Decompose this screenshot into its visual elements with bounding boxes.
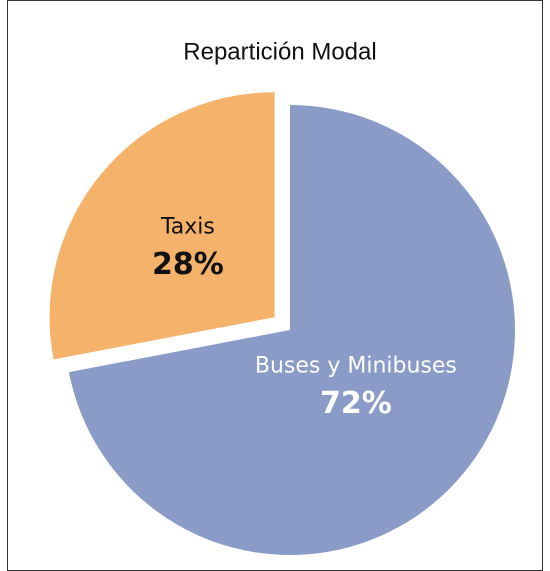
chart-title: Repartición Modal bbox=[183, 38, 376, 65]
slice-label: Buses y Minibuses bbox=[255, 353, 457, 378]
slice-label: Taxis bbox=[160, 215, 215, 240]
pie-slice bbox=[68, 105, 516, 555]
slice-value: 72% bbox=[320, 386, 392, 421]
pie-slice bbox=[49, 92, 275, 360]
slice-value: 28% bbox=[152, 247, 224, 282]
